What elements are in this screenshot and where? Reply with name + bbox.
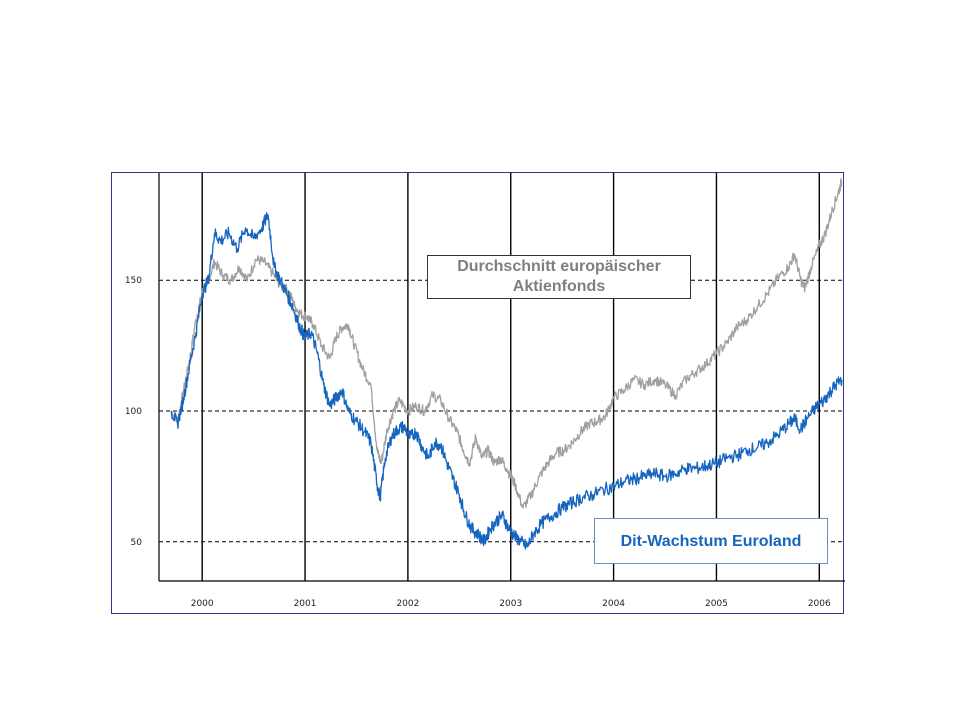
series-label-dit-wachstum: Dit-Wachstum Euroland (594, 518, 828, 564)
series-label-european-funds: Durchschnitt europäischer Aktienfonds (427, 255, 691, 299)
x-tick-label: 2000 (191, 599, 214, 609)
series-line-dit-wachstum (170, 212, 843, 550)
x-tick-label: 2003 (499, 599, 522, 609)
y-tick-label: 50 (131, 538, 143, 548)
x-tick-label: 2005 (705, 599, 728, 609)
series-label-line-2: Aktienfonds (512, 278, 606, 295)
y-tick-label: 100 (125, 407, 142, 417)
y-tick-label: 150 (125, 276, 142, 286)
x-tick-label: 2004 (602, 599, 625, 609)
series-line-european-funds (170, 178, 843, 509)
x-tick-label: 2001 (294, 599, 317, 609)
chart-frame: 2000 2001 2002 2003 2004 2005 2006 50 100 150 (111, 172, 845, 614)
x-tick-label: 2006 (808, 599, 831, 609)
x-tick-label: 2002 (396, 599, 419, 609)
series-label-line-1: Durchschnitt europäischer (457, 258, 661, 275)
